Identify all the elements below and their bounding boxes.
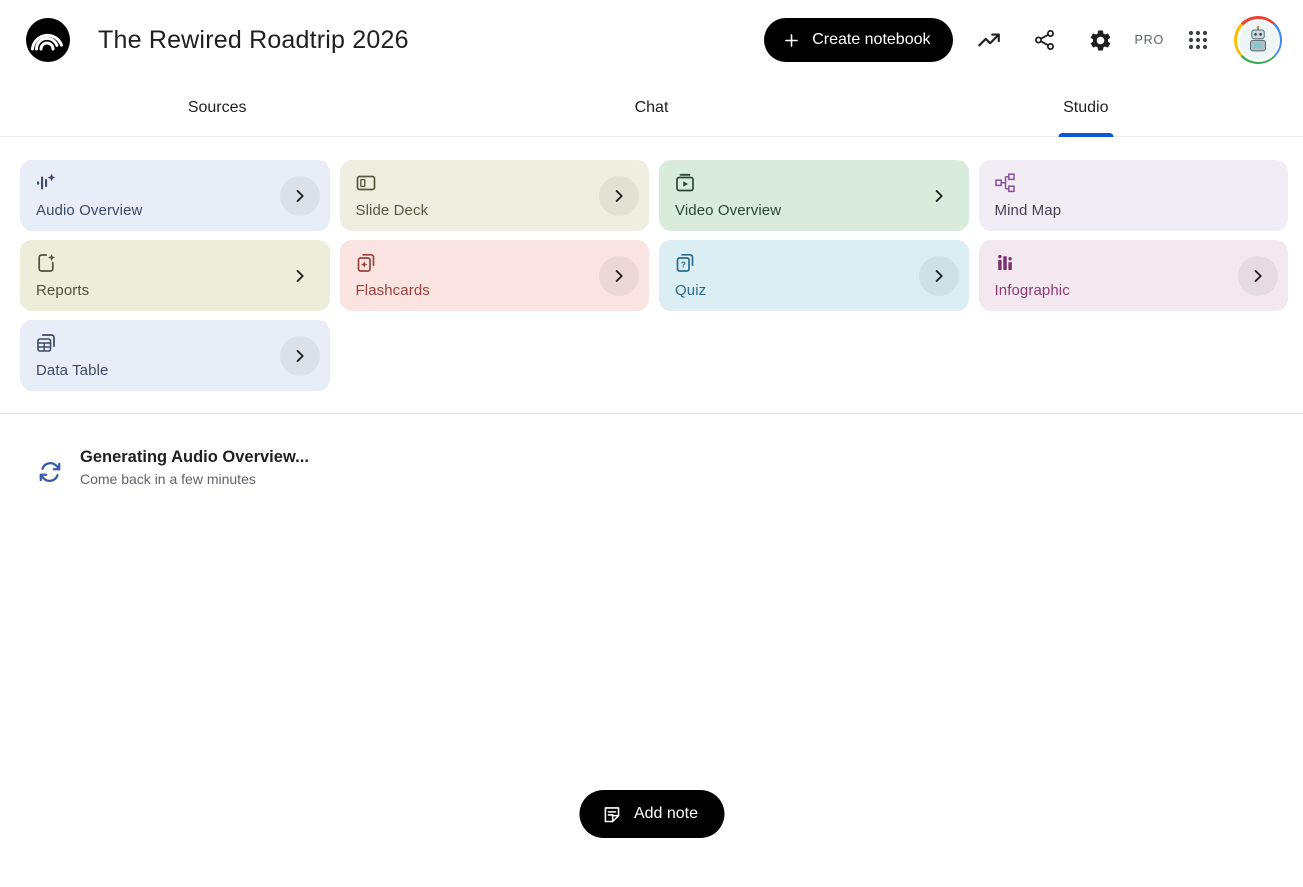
card-infographic[interactable]: Infographic: [978, 240, 1288, 311]
tab-studio[interactable]: Studio: [869, 80, 1303, 136]
generating-status-row: Generating Audio Overview... Come back i…: [37, 448, 309, 487]
card-label: Slide Deck: [355, 202, 429, 219]
card-label: Flashcards: [355, 282, 430, 299]
share-icon[interactable]: [1017, 16, 1073, 64]
pro-badge: PRO: [1134, 33, 1164, 47]
card-audio-overview[interactable]: Audio Overview: [20, 160, 330, 231]
quiz-cards-icon: ?: [675, 253, 953, 273]
plus-icon: [782, 31, 801, 50]
card-label: Audio Overview: [36, 202, 143, 219]
card-label: Infographic: [994, 282, 1070, 299]
add-note-label: Add note: [633, 805, 699, 822]
studio-card-grid: Audio Overview Slide Deck: [20, 160, 1288, 391]
data-table-chevron-button[interactable]: [279, 335, 320, 376]
generating-status-title: Generating Audio Overview...: [80, 448, 309, 466]
generating-status-subtitle: Come back in a few minutes: [80, 471, 256, 487]
video-library-icon: [675, 173, 953, 193]
robot-avatar-image: [1236, 18, 1280, 62]
settings-gear-icon[interactable]: [1073, 16, 1129, 64]
infographic-chevron-button[interactable]: [1238, 255, 1278, 296]
flashcards-star-icon: [356, 253, 634, 273]
apps-grid-icon[interactable]: [1170, 16, 1226, 64]
section-divider: [0, 413, 1303, 414]
create-notebook-label: Create notebook: [812, 31, 931, 48]
card-flashcards[interactable]: Flashcards: [339, 240, 649, 311]
card-mind-map[interactable]: Mind Map: [978, 160, 1288, 231]
card-quiz[interactable]: ? Quiz: [659, 240, 969, 311]
card-data-table[interactable]: Data Table: [20, 320, 330, 391]
card-label: Data Table: [36, 362, 109, 379]
user-avatar[interactable]: [1234, 16, 1282, 64]
slide-frame-icon: [356, 173, 634, 193]
reports-chevron-button[interactable]: [280, 256, 320, 296]
add-note-button[interactable]: Add note: [578, 790, 725, 838]
card-label: Mind Map: [994, 202, 1062, 219]
bar-chart-icon: [995, 253, 1273, 273]
notebooklm-logo-icon[interactable]: [26, 18, 70, 62]
sync-icon: [37, 459, 63, 485]
quiz-chevron-button[interactable]: [918, 255, 959, 296]
notebook-title[interactable]: The Rewired Roadtrip 2026: [98, 25, 409, 54]
analytics-trending-up-icon[interactable]: [961, 16, 1017, 64]
tab-chat[interactable]: Chat: [634, 99, 669, 116]
graph-nodes-icon: [994, 173, 1273, 193]
data-table-icon: [36, 333, 314, 353]
create-notebook-button[interactable]: Create notebook: [764, 18, 953, 62]
card-label: Reports: [36, 282, 90, 299]
svg-text:?: ?: [681, 260, 686, 270]
audio-overview-chevron-button[interactable]: [279, 175, 320, 216]
video-overview-chevron-button[interactable]: [919, 176, 959, 216]
card-reports[interactable]: Reports: [20, 240, 330, 311]
card-video-overview[interactable]: Video Overview: [659, 160, 969, 231]
card-label: Quiz: [675, 282, 707, 299]
audio-waveform-sparkle-icon: [36, 173, 314, 193]
tab-sources[interactable]: Sources: [187, 99, 247, 116]
flashcards-chevron-button[interactable]: [599, 255, 639, 296]
slide-deck-chevron-button[interactable]: [599, 175, 639, 216]
card-label: Video Overview: [675, 202, 782, 219]
card-slide-deck[interactable]: Slide Deck: [339, 160, 649, 231]
report-sparkle-icon: [36, 253, 314, 273]
panel-tabbar: Sources Chat Studio: [0, 80, 1303, 137]
app-header: The Rewired Roadtrip 2026 Create noteboo…: [0, 0, 1303, 80]
note-icon: [601, 804, 622, 825]
